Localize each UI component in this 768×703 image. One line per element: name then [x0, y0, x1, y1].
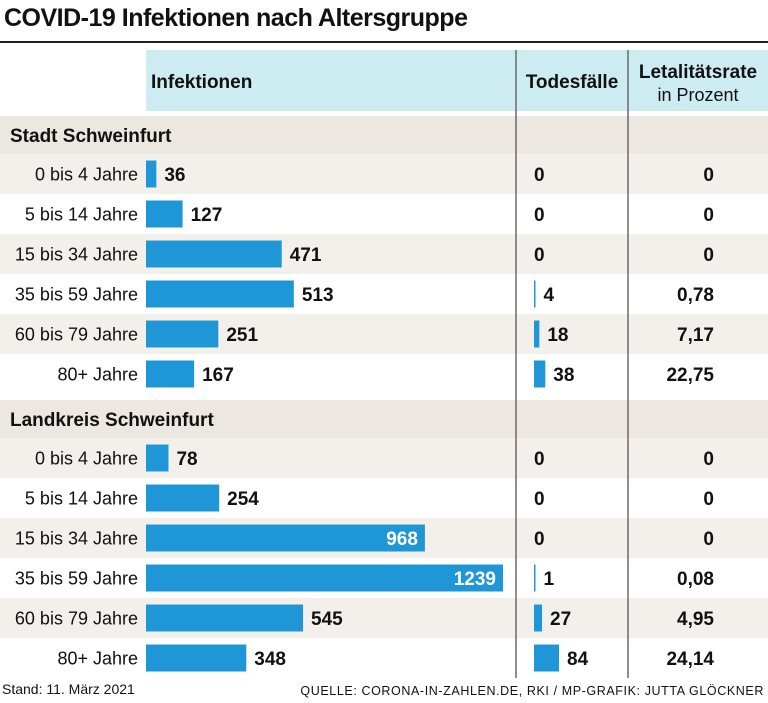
- infections-value: 251: [226, 325, 258, 346]
- infections-value: 127: [191, 205, 223, 226]
- deaths-value: 27: [550, 609, 571, 630]
- deaths-value: 0: [534, 205, 545, 226]
- row-stripe: [0, 314, 768, 354]
- rate-value: 0,08: [677, 569, 714, 590]
- footer-source: QUELLE: CORONA-IN-ZAHLEN.DE, RKI / MP-GR…: [300, 684, 764, 698]
- rate-value: 0,78: [677, 285, 714, 306]
- chart-title: COVID-19 Infektionen nach Altersgruppe: [4, 4, 468, 32]
- infections-bar: [146, 360, 195, 388]
- age-label: 80+ Jahre: [57, 649, 138, 669]
- rate-value: 4,95: [677, 609, 714, 630]
- infections-value: 348: [254, 649, 286, 670]
- row-stripe: [0, 438, 768, 478]
- infections-bar: [146, 280, 294, 308]
- age-label: 60 bis 79 Jahre: [15, 325, 138, 345]
- infections-bar: [146, 320, 219, 348]
- row-stripe: [0, 154, 768, 194]
- rate-value: 0: [703, 205, 714, 226]
- infections-value: 78: [176, 449, 197, 470]
- row-stripe: [0, 598, 768, 638]
- deaths-bar: [534, 280, 536, 308]
- deaths-value: 0: [534, 449, 545, 470]
- rate-value: 0: [703, 245, 714, 266]
- age-label: 5 bis 14 Jahre: [25, 205, 138, 225]
- deaths-bar: [534, 360, 546, 388]
- deaths-value: 0: [534, 245, 545, 266]
- age-label: 80+ Jahre: [57, 365, 138, 385]
- age-label: 35 bis 59 Jahre: [15, 285, 138, 305]
- infections-value: 968: [386, 529, 418, 550]
- infections-bar: [146, 160, 157, 188]
- deaths-value: 0: [534, 165, 545, 186]
- deaths-value: 38: [553, 365, 574, 386]
- rate-value: 0: [703, 489, 714, 510]
- deaths-value: 1: [544, 569, 555, 590]
- age-label: 5 bis 14 Jahre: [25, 489, 138, 509]
- deaths-bar: [534, 604, 543, 632]
- infections-bar: [146, 444, 169, 472]
- header-infektionen: Infektionen: [151, 72, 252, 93]
- rate-value: 24,14: [666, 649, 714, 670]
- footer-date: Stand: 11. März 2021: [2, 681, 135, 697]
- age-label: 0 bis 4 Jahre: [35, 165, 138, 185]
- section-title: Landkreis Schweinfurt: [10, 410, 214, 431]
- section-band: [0, 400, 768, 438]
- section-band: [0, 116, 768, 154]
- header-rate-line1: Letalitätsrate: [639, 62, 757, 83]
- infections-bar: [146, 524, 425, 552]
- section-title: Stadt Schweinfurt: [10, 126, 172, 147]
- age-label: 0 bis 4 Jahre: [35, 449, 138, 469]
- infections-value: 254: [227, 489, 259, 510]
- infections-value: 545: [311, 609, 343, 630]
- rate-value: 0: [703, 165, 714, 186]
- infections-value: 471: [290, 245, 322, 266]
- title-rule: [0, 41, 768, 43]
- age-label: 15 bis 34 Jahre: [15, 529, 138, 549]
- infections-bar: [146, 564, 503, 592]
- header-band: [146, 50, 768, 111]
- deaths-value: 0: [534, 489, 545, 510]
- header-rate-line2: in Prozent: [657, 85, 738, 105]
- age-label: 35 bis 59 Jahre: [15, 569, 138, 589]
- age-label: 60 bis 79 Jahre: [15, 609, 138, 629]
- rate-value: 0: [703, 449, 714, 470]
- infections-value: 1239: [454, 569, 496, 590]
- infections-bar: [146, 240, 282, 268]
- deaths-value: 84: [567, 649, 589, 670]
- row-stripe: [0, 234, 768, 274]
- deaths-bar: [534, 564, 536, 592]
- deaths-bar: [534, 644, 559, 672]
- age-label: 15 bis 34 Jahre: [15, 245, 138, 265]
- infections-value: 513: [302, 285, 334, 306]
- infections-value: 36: [164, 165, 185, 186]
- rate-value: 0: [703, 529, 714, 550]
- rate-value: 7,17: [677, 325, 714, 346]
- deaths-value: 18: [547, 325, 568, 346]
- deaths-value: 4: [544, 285, 555, 306]
- header-todesfaelle: Todesfälle: [526, 72, 619, 93]
- infections-bar: [146, 644, 247, 672]
- deaths-bar: [534, 320, 540, 348]
- infections-value: 167: [202, 365, 234, 386]
- infections-bar: [146, 604, 304, 632]
- infections-bar: [146, 200, 183, 228]
- rate-value: 22,75: [666, 365, 714, 386]
- deaths-value: 0: [534, 529, 545, 550]
- infections-bar: [146, 484, 220, 512]
